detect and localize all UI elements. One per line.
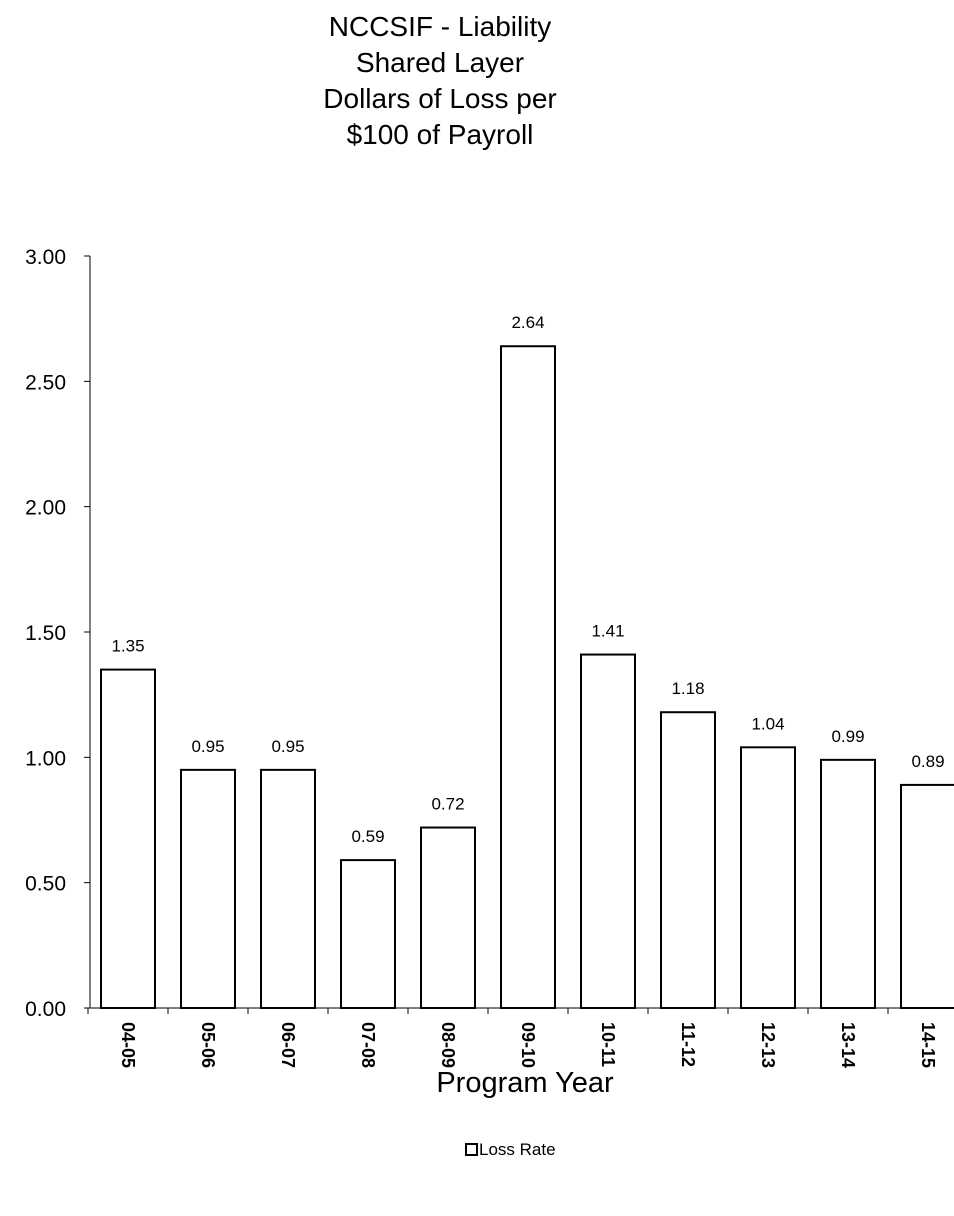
bar-11-12 xyxy=(660,711,716,1009)
y-tick-label: 3.00 xyxy=(25,246,66,269)
x-tick-label: 05-06 xyxy=(198,1022,218,1068)
x-tick-label: 04-05 xyxy=(118,1022,138,1068)
chart-title: NCCSIF - Liability Shared Layer Dollars … xyxy=(323,11,556,150)
bar-13-14 xyxy=(820,758,876,1010)
x-axis-ticks: 04-05 05-06 06-07 07-08 08-09 09-10 10-11 11-12… xyxy=(87,1008,938,1068)
x-tick-label: 10-11 xyxy=(598,1022,618,1067)
bar-09-10 xyxy=(500,345,556,1009)
y-tick-label: 2.50 xyxy=(25,371,66,394)
data-label: 0.59 xyxy=(351,827,384,846)
title-line-1: NCCSIF - Liability xyxy=(329,11,551,42)
legend-swatch xyxy=(465,1143,478,1156)
x-tick-label: 08-09 xyxy=(438,1022,458,1068)
x-tick-label: 12-13 xyxy=(758,1022,778,1068)
y-tick-label: 2.00 xyxy=(25,497,66,520)
data-label: 0.95 xyxy=(271,737,304,756)
y-axis-ticks: 0.00 0.50 1.00 1.50 2.00 2.50 3.00 xyxy=(25,246,90,1021)
bar-08-09 xyxy=(420,826,476,1010)
data-label: 1.35 xyxy=(111,637,144,656)
bar-04-05 xyxy=(100,668,156,1009)
title-line-3: Dollars of Loss per xyxy=(323,83,556,114)
y-tick-label: 0.00 xyxy=(25,998,66,1021)
data-label: 0.89 xyxy=(911,752,944,771)
y-tick-label: 0.50 xyxy=(25,873,66,896)
y-tick-label: 1.00 xyxy=(25,747,66,770)
x-tick-label: 06-07 xyxy=(278,1022,298,1068)
x-tick-label: 14-15 xyxy=(918,1022,938,1068)
x-tick-label: 13-14 xyxy=(838,1022,858,1068)
data-label: 0.99 xyxy=(831,727,864,746)
x-axis-label: Program Year xyxy=(436,1067,614,1099)
data-label: 1.04 xyxy=(751,714,784,733)
data-label: 1.18 xyxy=(671,679,704,698)
bar-06-07 xyxy=(260,768,316,1009)
bar-05-06 xyxy=(180,768,236,1009)
bar-07-08 xyxy=(340,859,396,1010)
bar-12-13 xyxy=(740,746,796,1009)
x-tick-label: 11-12 xyxy=(678,1022,698,1067)
data-label: 2.64 xyxy=(511,313,544,332)
bar-10-11 xyxy=(580,653,636,1009)
data-label: 0.95 xyxy=(191,737,224,756)
bar-14-15 xyxy=(900,783,954,1010)
y-tick-label: 1.50 xyxy=(25,622,66,645)
x-tick-label: 09-10 xyxy=(518,1022,538,1068)
legend-label: Loss Rate xyxy=(479,1140,556,1159)
bars: 1.35 0.95 0.95 0.59 0.72 2.64 1.41 1.18 1.04 0.99… xyxy=(100,313,954,1010)
title-line-4: $100 of Payroll xyxy=(347,119,534,150)
data-label: 1.41 xyxy=(591,622,624,641)
x-tick-label: 07-08 xyxy=(358,1022,378,1068)
data-label: 0.72 xyxy=(431,795,464,814)
legend: Loss Rate xyxy=(465,1140,556,1159)
title-line-2: Shared Layer xyxy=(356,47,524,78)
